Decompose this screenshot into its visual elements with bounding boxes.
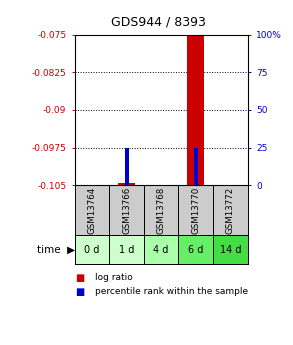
Text: 14 d: 14 d xyxy=(219,245,241,255)
Text: 0 d: 0 d xyxy=(84,245,100,255)
Text: GSM13764: GSM13764 xyxy=(88,187,96,234)
Text: ■: ■ xyxy=(75,273,84,283)
Text: GDS944 / 8393: GDS944 / 8393 xyxy=(111,16,206,29)
Bar xyxy=(194,148,198,185)
Text: 6 d: 6 d xyxy=(188,245,203,255)
Text: percentile rank within the sample: percentile rank within the sample xyxy=(95,287,248,296)
Text: GSM13766: GSM13766 xyxy=(122,187,131,234)
Bar xyxy=(144,235,178,264)
Bar xyxy=(75,235,109,264)
Text: 1 d: 1 d xyxy=(119,245,134,255)
Bar xyxy=(118,183,135,185)
Bar xyxy=(178,235,213,264)
Bar xyxy=(213,235,248,264)
Text: GSM13768: GSM13768 xyxy=(157,187,166,234)
Text: ■: ■ xyxy=(75,287,84,296)
Text: time  ▶: time ▶ xyxy=(37,245,75,255)
Bar xyxy=(125,148,129,185)
Bar xyxy=(187,34,205,185)
Text: 4 d: 4 d xyxy=(154,245,169,255)
Text: GSM13772: GSM13772 xyxy=(226,187,235,234)
Bar xyxy=(109,235,144,264)
Text: log ratio: log ratio xyxy=(95,273,133,282)
Text: GSM13770: GSM13770 xyxy=(191,187,200,234)
